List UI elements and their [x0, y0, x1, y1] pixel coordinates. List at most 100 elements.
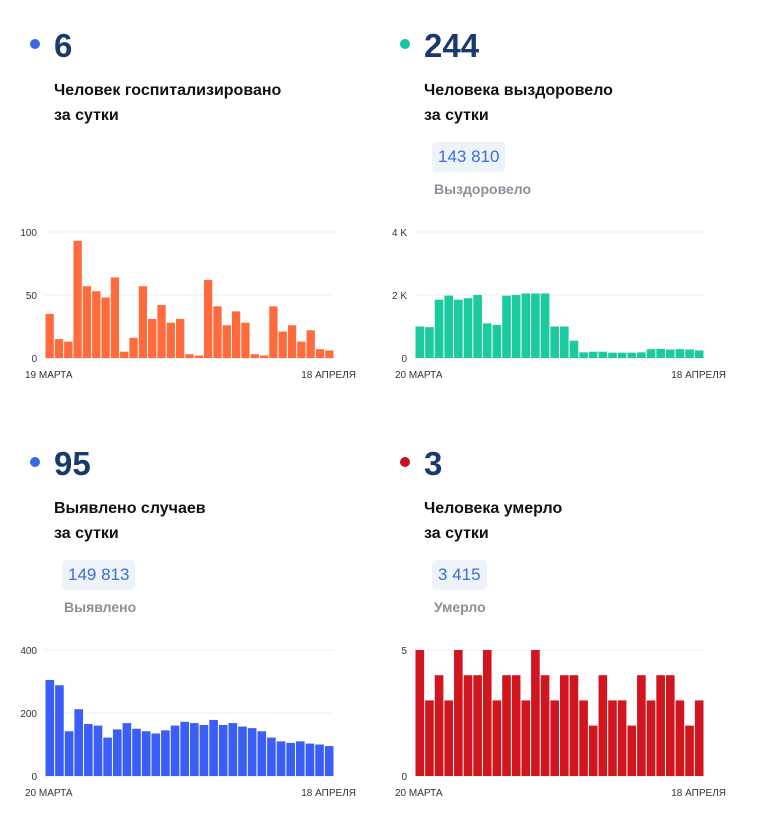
- y-tick-label: 50: [26, 291, 38, 302]
- bar: [161, 730, 170, 776]
- bar: [92, 291, 101, 358]
- bar: [250, 354, 259, 358]
- bar: [579, 352, 588, 358]
- cases-dot: [30, 457, 40, 467]
- bar: [685, 725, 694, 776]
- bar: [579, 700, 588, 776]
- bar: [73, 240, 82, 358]
- bar: [222, 325, 231, 358]
- bar: [286, 742, 295, 776]
- bar: [617, 700, 627, 776]
- bar: [267, 737, 276, 776]
- bar: [151, 733, 161, 776]
- x-start-label: 20 МАРТА: [25, 788, 73, 799]
- bar: [656, 348, 665, 358]
- y-tick-label: 400: [20, 646, 37, 657]
- bar: [473, 295, 482, 358]
- x-start-label: 19 МАРТА: [25, 370, 73, 381]
- bar: [463, 675, 473, 776]
- bar: [231, 311, 241, 358]
- bar: [305, 743, 315, 776]
- bar: [315, 349, 325, 358]
- bar: [521, 293, 531, 358]
- bar: [540, 293, 550, 358]
- bar: [148, 318, 157, 358]
- bar: [93, 725, 103, 776]
- recovered-dot: [400, 39, 410, 49]
- bar: [627, 352, 637, 358]
- bar: [569, 675, 579, 776]
- bar: [199, 724, 209, 776]
- bar: [170, 725, 180, 776]
- bar: [415, 650, 425, 776]
- bar: [74, 709, 84, 776]
- bar: [166, 322, 176, 358]
- y-tick-label: 0: [31, 772, 37, 783]
- bar: [157, 305, 166, 358]
- bar: [598, 675, 608, 776]
- bar: [694, 350, 704, 358]
- bar: [64, 731, 74, 776]
- deaths-panel: 3 Человека умерло за сутки 3 415 Умерло …: [370, 418, 740, 818]
- bar: [560, 675, 569, 776]
- bar: [185, 354, 194, 358]
- bar: [64, 341, 73, 358]
- bar: [257, 731, 267, 776]
- bar: [675, 349, 685, 358]
- bar: [138, 286, 148, 358]
- bar: [444, 700, 454, 776]
- recovered-value: 244: [424, 27, 480, 64]
- bar: [473, 675, 482, 776]
- hospitalized-value: 6: [54, 27, 73, 64]
- bar: [278, 331, 287, 358]
- bar: [665, 675, 675, 776]
- deaths-total: 3 415: [432, 560, 487, 590]
- bar: [324, 746, 334, 776]
- x-start-label: 20 МАРТА: [395, 370, 443, 381]
- bar: [434, 299, 444, 358]
- recovered-total: 143 810: [432, 142, 506, 172]
- bar: [637, 352, 646, 358]
- bar: [295, 741, 305, 776]
- deaths-desc: Человека умерло за сутки: [424, 500, 563, 542]
- bar: [637, 675, 646, 776]
- bar: [176, 318, 185, 358]
- recovered-panel: 244 Человека выздоровело за сутки 143 81…: [370, 0, 740, 400]
- bar: [560, 326, 569, 358]
- recovered-chart: 0 2 K 4 K 20 МАРТА 18 АПРЕЛЯ: [392, 228, 726, 381]
- bar: [531, 650, 540, 776]
- bar: [110, 277, 120, 358]
- x-end-label: 18 АПРЕЛЯ: [671, 370, 726, 381]
- bar: [112, 729, 122, 776]
- x-end-label: 18 АПРЕЛЯ: [671, 788, 726, 799]
- bar: [463, 298, 473, 358]
- bar: [550, 700, 559, 776]
- bar: [209, 719, 218, 776]
- recovered-total-label: Выздоровело: [434, 181, 532, 197]
- bar: [550, 326, 559, 358]
- bar: [694, 700, 704, 776]
- recovered-desc: Человека выздоровело за сутки: [424, 82, 613, 124]
- bar: [444, 295, 454, 358]
- bar: [492, 324, 502, 358]
- bar: [141, 731, 151, 776]
- bar: [120, 351, 129, 358]
- bar: [482, 323, 492, 358]
- bar: [55, 685, 64, 776]
- y-tick-label: 100: [20, 228, 37, 239]
- y-tick-label: 2 K: [392, 291, 407, 302]
- x-start-label: 20 МАРТА: [395, 788, 443, 799]
- bar: [665, 349, 675, 358]
- cases-panel: 95 Выявлено случаев за сутки 149 813 Выя…: [0, 418, 370, 818]
- bar: [103, 737, 112, 776]
- bar: [259, 355, 269, 358]
- deaths-dot: [400, 457, 410, 467]
- deaths-value: 3: [424, 445, 443, 482]
- bar: [122, 723, 132, 776]
- bar: [247, 728, 257, 776]
- cases-value: 95: [54, 445, 91, 482]
- bar: [84, 724, 93, 776]
- cases-desc: Выявлено случаев за сутки: [54, 500, 206, 542]
- y-tick-label: 0: [401, 772, 407, 783]
- bar: [203, 279, 213, 358]
